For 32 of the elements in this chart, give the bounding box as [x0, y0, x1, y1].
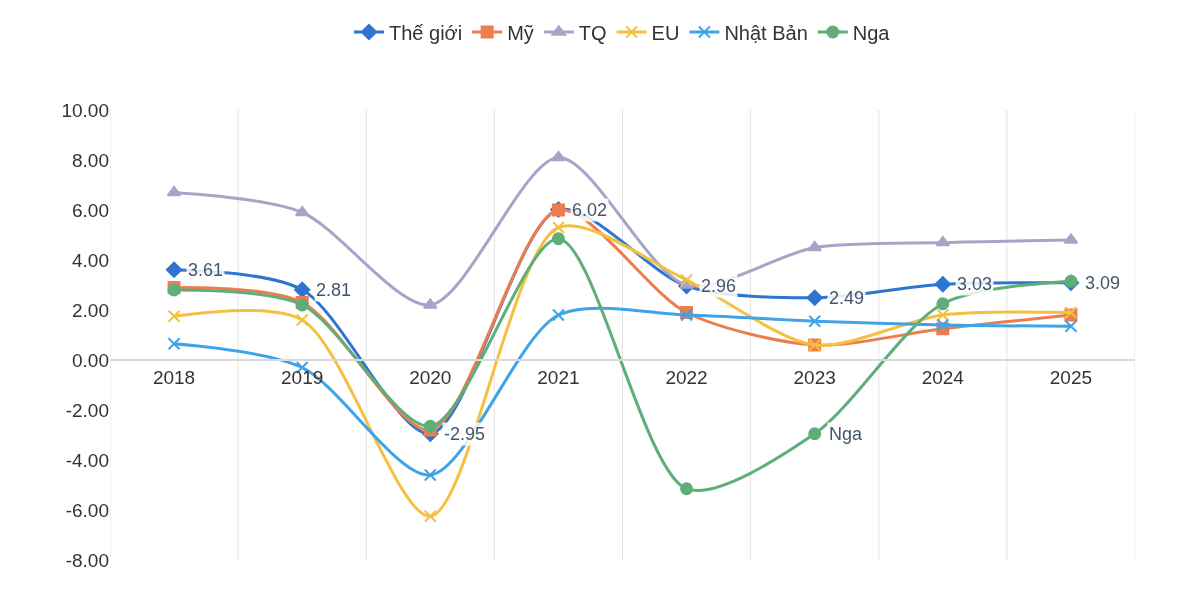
x-tick-label: 2022 — [665, 366, 708, 388]
x-tick-label: 2023 — [793, 366, 836, 388]
y-tick-label: -2.00 — [65, 399, 109, 421]
data-label: 3.61 — [188, 260, 224, 280]
data-label: 2.81 — [316, 280, 352, 300]
x-tick-label: 2020 — [409, 366, 452, 388]
y-tick-label: -4.00 — [65, 449, 109, 471]
data-label: 2.49 — [829, 288, 865, 308]
legend-label: Thế giới — [389, 21, 463, 44]
y-tick-label: 10.00 — [61, 99, 109, 121]
legend-label: Nhật Bản — [724, 21, 808, 44]
x-tick-label: 2025 — [1049, 366, 1093, 388]
y-tick-label: 6.00 — [72, 199, 109, 221]
x-tick-label: 2021 — [537, 366, 580, 388]
x-tick-label: 2024 — [921, 366, 965, 388]
legend-label: Mỹ — [507, 21, 534, 44]
data-label: 3.09 — [1085, 273, 1121, 293]
y-tick-label: 8.00 — [72, 149, 109, 171]
data-label: 3.03 — [957, 274, 993, 294]
data-label: -2.95 — [444, 424, 486, 444]
legend-label: TQ — [578, 21, 607, 44]
y-tick-label: 4.00 — [72, 249, 109, 271]
data-label: 2.96 — [701, 276, 737, 296]
y-tick-label: -6.00 — [65, 499, 109, 521]
data-label: 6.02 — [572, 200, 608, 220]
legend-label: Nga — [852, 21, 891, 44]
legend-label: EU — [651, 21, 680, 44]
y-tick-label: 0.00 — [72, 349, 109, 371]
y-tick-label: 2.00 — [72, 299, 109, 321]
y-tick-label: -8.00 — [65, 549, 109, 571]
annotation: Nga — [829, 424, 864, 444]
x-tick-label: 2018 — [152, 366, 196, 388]
